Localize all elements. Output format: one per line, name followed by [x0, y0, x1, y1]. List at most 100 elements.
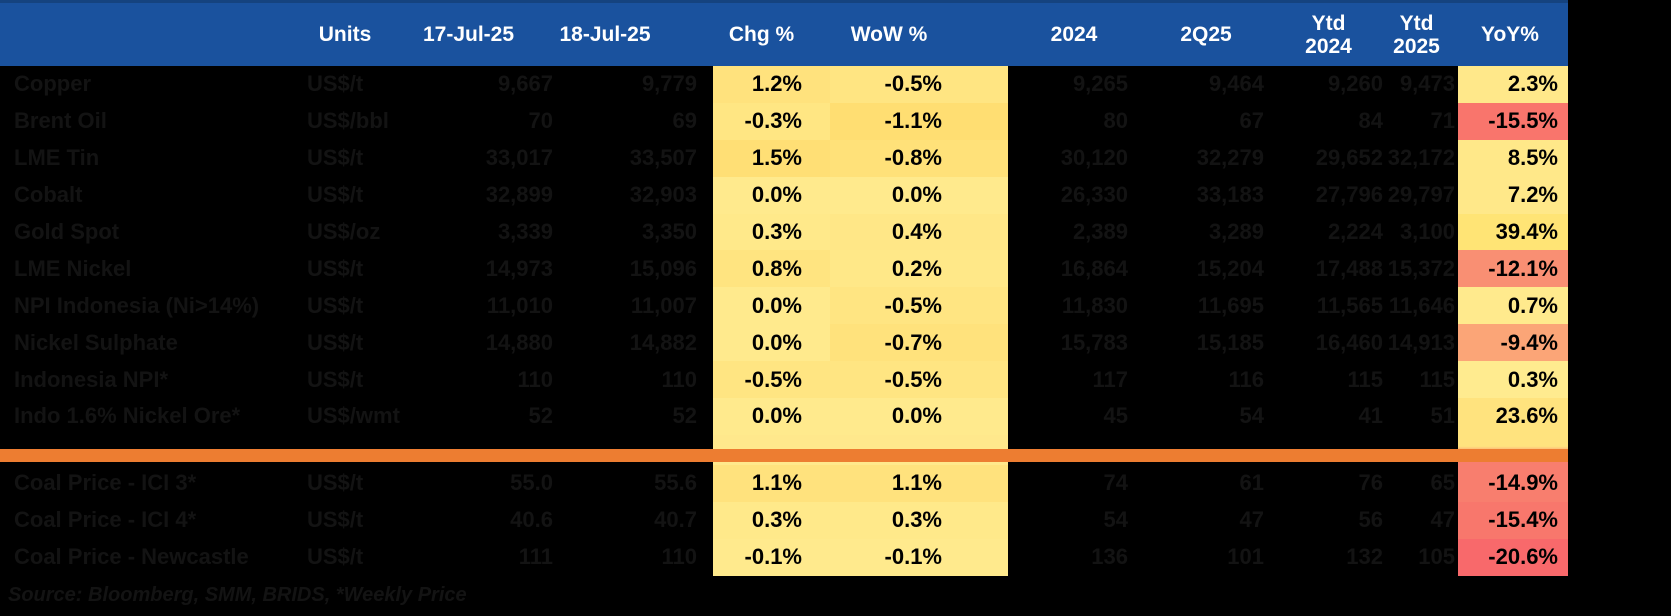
- header-blank: [0, 3, 290, 66]
- header-ytd-2024: Ytd 2024: [1272, 3, 1385, 66]
- chg-pct-cell: -0.1%: [713, 538, 830, 576]
- value-ytd2025: 51: [1430, 403, 1455, 429]
- value-2024: 80: [1103, 108, 1128, 134]
- value-2q25: 61: [1239, 470, 1264, 496]
- chg-pct-cell: 1.1%: [713, 464, 830, 502]
- yoy-pct-cell: 7.2%: [1458, 176, 1568, 214]
- chg-pct-cell: 0.0%: [713, 287, 830, 325]
- value-2q25: 47: [1239, 507, 1264, 533]
- yoy-pct-cell: 39.4%: [1458, 213, 1568, 251]
- unit-cell: US$/t: [307, 145, 364, 171]
- value-17jul: 11,010: [486, 292, 553, 318]
- unit-cell: US$/t: [307, 182, 364, 208]
- row-label: Copper: [14, 71, 91, 97]
- unit-cell: US$/t: [307, 470, 364, 496]
- yoy-pct-cell: 2.3%: [1458, 66, 1568, 103]
- table-row: Coal Price - ICI 4* US$/t 40.6 40.7 0.3% 0.3%…: [0, 501, 1568, 539]
- wow-pct-cell: -0.7%: [830, 324, 1008, 362]
- yoy-pct-cell: -15.5%: [1458, 102, 1568, 140]
- value-2q25: 101: [1227, 544, 1264, 570]
- value-18jul: 9,779: [641, 71, 697, 97]
- wow-pct-cell: -0.5%: [830, 361, 1008, 399]
- value-ytd2024: 9,260: [1327, 71, 1383, 97]
- value-ytd2025: 29,797: [1387, 182, 1455, 208]
- header-chg-pct: Chg %: [728, 22, 795, 46]
- value-17jul: 14,973: [485, 255, 553, 281]
- value-18jul: 110: [661, 544, 698, 570]
- group-divider-bar: [0, 449, 1568, 462]
- unit-cell: US$/t: [307, 329, 364, 355]
- value-2024: 45: [1103, 403, 1128, 429]
- value-ytd2024: 132: [1346, 544, 1383, 570]
- yoy-pct-cell: -12.1%: [1458, 250, 1568, 288]
- header-date-18jul: 18-Jul-25: [559, 22, 651, 46]
- value-ytd2025: 65: [1430, 470, 1455, 496]
- value-ytd2025: 32,172: [1387, 145, 1455, 171]
- row-label: Indo 1.6% Nickel Ore*: [14, 403, 241, 429]
- header-2q25: 2Q25: [1180, 22, 1232, 46]
- value-18jul: 32,903: [629, 182, 697, 208]
- header-date-17jul: 17-Jul-25: [422, 22, 515, 46]
- row-label: Brent Oil: [14, 108, 107, 134]
- header-2024: 2024: [1050, 22, 1098, 46]
- value-17jul: 3,339: [497, 219, 553, 244]
- unit-cell: US$/t: [307, 255, 364, 281]
- value-2q25: 67: [1239, 108, 1264, 134]
- value-2q25: 3,289: [1208, 219, 1264, 244]
- row-label: Gold Spot: [14, 219, 120, 244]
- value-ytd2025: 9,473: [1399, 71, 1455, 97]
- value-2q25: 54: [1239, 403, 1264, 429]
- value-17jul: 9,667: [497, 71, 553, 97]
- value-ytd2024: 29,652: [1315, 145, 1383, 171]
- unit-cell: US$/t: [307, 507, 364, 533]
- value-18jul: 14,882: [629, 329, 697, 355]
- value-17jul: 111: [518, 544, 553, 570]
- value-18jul: 33,507: [629, 145, 697, 171]
- wow-pct-cell: 0.0%: [830, 398, 1008, 435]
- unit-cell: US$/wmt: [307, 403, 400, 429]
- yoy-pct-cell: 23.6%: [1458, 398, 1568, 435]
- value-17jul: 52: [528, 403, 553, 429]
- value-ytd2024: 41: [1358, 403, 1383, 429]
- value-17jul: 33,017: [485, 145, 553, 171]
- value-18jul: 55.6: [654, 470, 697, 496]
- wow-pct-cell: -0.5%: [830, 287, 1008, 325]
- wow-pct-cell: -0.8%: [830, 139, 1008, 177]
- header-ytd-2025-line1: Ytd: [1399, 11, 1434, 35]
- yoy-pct-cell: 0.3%: [1458, 361, 1568, 399]
- value-ytd2025: 11,646: [1388, 292, 1455, 318]
- source-note: Source: Bloomberg, SMM, BRIDS, *Weekly P…: [8, 584, 467, 606]
- unit-cell: US$/bbl: [307, 108, 389, 134]
- header-units: Units: [318, 22, 372, 46]
- value-17jul: 32,899: [485, 182, 553, 208]
- value-2024: 74: [1103, 470, 1128, 496]
- wow-pct-cell: -1.1%: [830, 102, 1008, 140]
- chg-pct-cell: -0.3%: [713, 102, 830, 140]
- value-ytd2024: 76: [1358, 470, 1383, 496]
- wow-pct-cell: -0.5%: [830, 66, 1008, 103]
- row-label: Indonesia NPI*: [14, 366, 169, 392]
- table-row: Gold Spot US$/oz 3,339 3,350 0.3% 0.4% 2,389 3,…: [0, 213, 1568, 251]
- value-18jul: 69: [672, 108, 697, 134]
- value-2024: 54: [1103, 507, 1128, 533]
- value-17jul: 70: [528, 108, 553, 134]
- value-ytd2024: 56: [1358, 507, 1383, 533]
- value-ytd2025: 47: [1430, 507, 1455, 533]
- header-ytd-2025: Ytd 2025: [1385, 3, 1458, 66]
- value-ytd2024: 17,488: [1315, 255, 1383, 281]
- unit-cell: US$/t: [307, 544, 364, 570]
- value-ytd2025: 15,372: [1387, 255, 1455, 281]
- table-row: Cobalt US$/t 32,899 32,903 0.0% 0.0% 26,330 33,…: [0, 176, 1568, 214]
- table-row: Indonesia NPI* US$/t 110 110 -0.5% -0.5% 117 11…: [0, 361, 1568, 399]
- value-ytd2025: 14,913: [1387, 329, 1455, 355]
- chg-pct-cell: 0.3%: [713, 501, 830, 539]
- table-row: LME Tin US$/t 33,017 33,507 1.5% -0.8% 30,120 3…: [0, 139, 1568, 177]
- table-row: LME Nickel US$/t 14,973 15,096 0.8% 0.2% 16,86…: [0, 250, 1568, 288]
- value-2q25: 15,204: [1196, 255, 1264, 281]
- value-17jul: 110: [517, 366, 554, 392]
- value-18jul: 3,350: [641, 219, 697, 244]
- header-ytd-2024-line2: 2024: [1305, 34, 1352, 58]
- value-2024: 15,783: [1060, 329, 1128, 355]
- unit-cell: US$/t: [307, 366, 364, 392]
- wow-pct-cell: 1.1%: [830, 464, 1008, 502]
